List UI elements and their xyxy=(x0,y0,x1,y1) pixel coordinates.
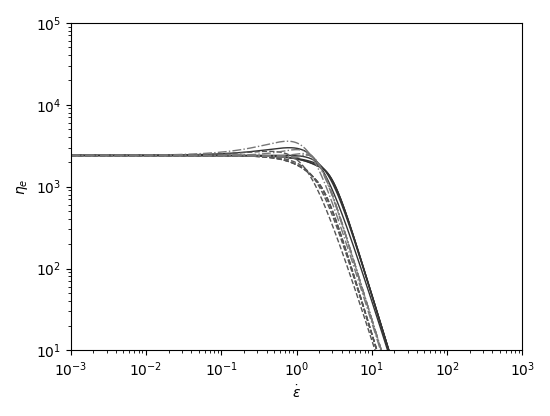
Y-axis label: $\eta_e$: $\eta_e$ xyxy=(15,178,30,195)
X-axis label: $\dot{\varepsilon}$: $\dot{\varepsilon}$ xyxy=(292,384,301,401)
